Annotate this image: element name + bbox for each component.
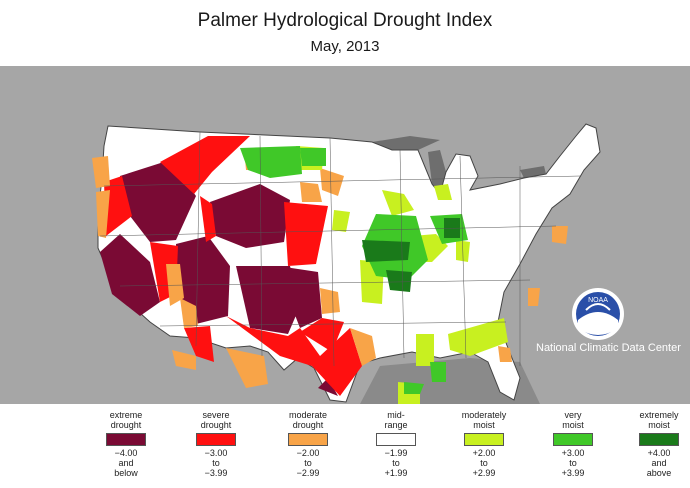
legend-label: extremely moist xyxy=(619,408,690,430)
legend-range-line: +3.99 xyxy=(561,468,585,478)
legend-range-line: below xyxy=(114,468,138,478)
legend-swatch xyxy=(196,433,236,446)
legend-label-line: moist xyxy=(473,420,495,430)
map-subtitle: May, 2013 xyxy=(310,38,380,55)
legend-range-line: above xyxy=(646,468,672,478)
legend-label: extreme drought xyxy=(86,408,166,430)
legend-label-line: moderately xyxy=(461,410,507,420)
legend-range-line: −4.00 xyxy=(114,448,138,458)
legend-range-line: −1.99 xyxy=(384,448,408,458)
legend-label-line: moist xyxy=(562,420,584,430)
legend-range-line: to xyxy=(392,458,400,468)
legend-range-line: and xyxy=(651,458,667,468)
legend: extreme drought −4.00 and below severe drought… xyxy=(0,404,690,488)
legend-item: mid-range −1.99 to +1.99 xyxy=(356,408,436,478)
legend-label-line: moderate xyxy=(288,410,328,420)
legend-range-line: and xyxy=(118,458,134,468)
legend-swatch xyxy=(639,433,679,446)
legend-label-line: drought xyxy=(292,420,324,430)
legend-range-line: +3.00 xyxy=(561,448,585,458)
legend-range: +2.00 to +2.99 xyxy=(444,448,524,478)
legend-label-line: moist xyxy=(648,420,670,430)
legend-item: moderately moist +2.00 to +2.99 xyxy=(444,408,524,478)
map-title: Palmer Hydrological Drought Index xyxy=(197,10,493,31)
severe-drought-regions xyxy=(104,136,362,396)
legend-label: moderately moist xyxy=(444,408,524,430)
legend-label-line: drought xyxy=(200,420,232,430)
legend-range-line: +2.99 xyxy=(472,468,496,478)
legend-label-line: drought xyxy=(110,420,142,430)
legend-label: mid-range xyxy=(356,408,436,430)
legend-swatch xyxy=(553,433,593,446)
legend-range-line: to xyxy=(569,458,577,468)
extremely-moist-regions xyxy=(362,218,460,292)
legend-range-line: to xyxy=(480,458,488,468)
legend-label: very moist xyxy=(533,408,613,430)
legend-label-line: very xyxy=(564,410,582,420)
legend-label-line: severe xyxy=(202,410,230,420)
legend-range-line: to xyxy=(304,458,312,468)
legend-label-line: extreme xyxy=(109,410,143,420)
legend-range: +4.00 and above xyxy=(619,448,690,478)
legend-range-line: −3.99 xyxy=(204,468,228,478)
legend-range-line: +2.00 xyxy=(472,448,496,458)
legend-item: severe drought −3.00 to −3.99 xyxy=(176,408,256,478)
legend-range: +3.00 to +3.99 xyxy=(533,448,613,478)
legend-label-line: extremely xyxy=(639,410,679,420)
legend-range: −2.00 to −2.99 xyxy=(268,448,348,478)
legend-range-line: to xyxy=(212,458,220,468)
legend-swatch xyxy=(376,433,416,446)
legend-item: extremely moist +4.00 and above xyxy=(619,408,690,478)
legend-item: very moist +3.00 to +3.99 xyxy=(533,408,613,478)
extreme-drought-regions xyxy=(100,160,338,396)
legend-label-line: range xyxy=(384,420,408,430)
noaa-logo-text: NOAA xyxy=(588,297,608,304)
legend-range: −3.00 to −3.99 xyxy=(176,448,256,478)
legend-range-line: −2.00 xyxy=(296,448,320,458)
agency-name: National Climatic Data Center xyxy=(536,342,681,354)
drought-map: NOAA xyxy=(0,66,690,404)
legend-range-line: +4.00 xyxy=(647,448,671,458)
noaa-logo xyxy=(572,288,624,340)
legend-item: extreme drought −4.00 and below xyxy=(86,408,166,478)
legend-range-line: −2.99 xyxy=(296,468,320,478)
legend-label-line: mid- xyxy=(387,410,405,420)
legend-swatch xyxy=(464,433,504,446)
legend-range: −1.99 to +1.99 xyxy=(356,448,436,478)
legend-range: −4.00 and below xyxy=(86,448,166,478)
legend-range-line: +1.99 xyxy=(384,468,408,478)
legend-label: severe drought xyxy=(176,408,256,430)
legend-swatch xyxy=(288,433,328,446)
legend-item: moderate drought −2.00 to −2.99 xyxy=(268,408,348,478)
legend-swatch xyxy=(106,433,146,446)
legend-range-line: −3.00 xyxy=(204,448,228,458)
climate-division-lines xyxy=(99,131,581,367)
legend-label: moderate drought xyxy=(268,408,348,430)
